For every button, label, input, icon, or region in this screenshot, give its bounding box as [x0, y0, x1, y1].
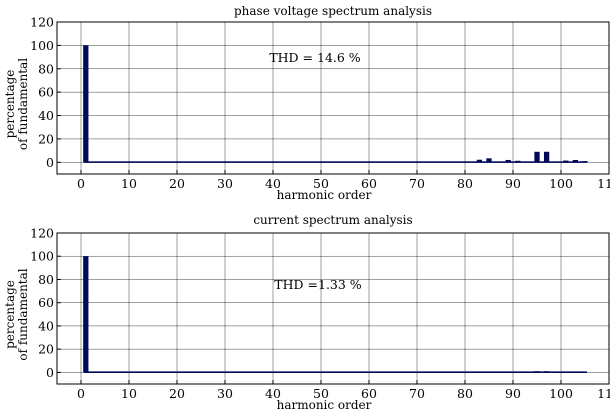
x-tick-label: 60 — [361, 176, 377, 191]
chart-title: current spectrum analysis — [253, 213, 412, 227]
x-tick-label: 50 — [313, 176, 329, 191]
x-axis-label: harmonic order — [277, 188, 372, 202]
x-tick-label: 70 — [409, 386, 425, 401]
x-tick-label: 100 — [549, 386, 573, 401]
harmonic-bar — [486, 158, 492, 163]
y-tick-label: 120 — [30, 226, 54, 241]
x-tick-label: 90 — [505, 386, 521, 401]
harmonic-bar — [83, 45, 89, 163]
y-tick-labels: 0 20 40 60 80 100 120 — [30, 226, 54, 380]
x-tick-label: 100 — [549, 176, 573, 191]
thd-annotation: THD = 14.6 % — [269, 50, 360, 65]
y-tick-label: 20 — [38, 342, 54, 357]
x-tick-label: 0 — [77, 176, 85, 191]
y-axis-label-line1: percentage — [3, 280, 17, 349]
harmonic-bar — [505, 159, 511, 163]
x-tick-label: 20 — [169, 386, 185, 401]
grid — [57, 21, 610, 174]
y-tick-label: 0 — [46, 365, 54, 380]
harmonic-bar — [534, 151, 540, 163]
y-tick-labels: 0 20 40 60 80 100 120 — [30, 15, 54, 170]
x-tick-label: 80 — [457, 176, 473, 191]
harmonic-bar — [582, 161, 588, 163]
plot-frame — [56, 232, 610, 385]
y-tick-label: 0 — [46, 155, 54, 170]
y-axis-label-line2: of fundamental — [16, 58, 30, 150]
harmonic-bar — [515, 160, 521, 163]
harmonic-bar — [543, 151, 550, 163]
grid — [57, 232, 610, 384]
y-tick-label: 120 — [30, 15, 54, 30]
x-tick-label: 40 — [265, 386, 281, 401]
y-tick-label: 40 — [38, 318, 54, 333]
x-axis-label: harmonic order — [277, 398, 372, 412]
y-tick-label: 100 — [30, 38, 54, 53]
x-tick-label: 30 — [217, 176, 233, 191]
x-tick-label: 90 — [505, 176, 521, 191]
y-axis-label-line1: percentage — [3, 70, 17, 139]
harmonic-bar — [543, 371, 550, 373]
harmonic-baseline — [83, 371, 588, 373]
x-tick-label: 70 — [409, 176, 425, 191]
harmonic-bar — [534, 371, 540, 373]
harmonic-bar — [563, 160, 569, 163]
x-tick-labels: 0 10 20 30 40 50 60 70 80 90 100 110 — [77, 176, 610, 191]
plot-frame — [56, 21, 610, 175]
current-spectrum-chart: current spectrum analysis 0 10 20 30 40 50 60 7… — [3, 213, 610, 412]
x-tick-label: 10 — [121, 176, 137, 191]
bars — [83, 45, 588, 163]
x-tick-label: 50 — [313, 386, 329, 401]
chart-title: phase voltage spectrum analysis — [234, 4, 432, 18]
y-tick-label: 40 — [38, 108, 54, 123]
bars — [83, 256, 588, 373]
harmonic-bar — [83, 256, 89, 373]
x-tick-label: 80 — [457, 386, 473, 401]
y-tick-label: 60 — [38, 85, 54, 100]
harmonic-bar — [476, 159, 483, 163]
x-tick-label: 40 — [265, 176, 281, 191]
x-tick-label: 60 — [361, 386, 377, 401]
voltage-spectrum-chart: phase voltage spectrum analysis 0 10 20 30 4… — [3, 4, 610, 202]
x-tick-label: 0 — [77, 386, 85, 401]
x-tick-label: 110 — [597, 386, 610, 401]
y-tick-label: 80 — [38, 272, 54, 287]
x-tick-label: 20 — [169, 176, 185, 191]
x-tick-label: 110 — [597, 176, 610, 191]
harmonic-baseline — [83, 161, 588, 163]
harmonic-bar — [572, 159, 579, 163]
y-tick-label: 20 — [38, 131, 54, 146]
y-axis-label-line2: of fundamental — [16, 268, 30, 360]
y-tick-label: 100 — [30, 249, 54, 264]
x-tick-label: 30 — [217, 386, 233, 401]
x-tick-label: 10 — [121, 386, 137, 401]
thd-annotation: THD =1.33 % — [274, 277, 362, 292]
x-tick-labels: 0 10 20 30 40 50 60 70 80 90 100 110 — [77, 386, 610, 401]
y-tick-label: 60 — [38, 295, 54, 310]
y-tick-label: 80 — [38, 61, 54, 76]
